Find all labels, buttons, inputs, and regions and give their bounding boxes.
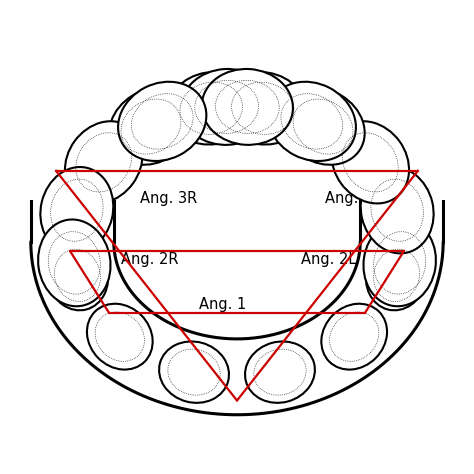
Text: Ang. 3L: Ang. 3L [325, 191, 380, 206]
Ellipse shape [219, 72, 306, 145]
Ellipse shape [366, 240, 427, 310]
Ellipse shape [168, 72, 255, 145]
Ellipse shape [361, 167, 434, 254]
Polygon shape [31, 201, 443, 415]
Text: Ang. 2L: Ang. 2L [301, 252, 356, 267]
Text: Ang. 3R: Ang. 3R [140, 191, 197, 206]
Ellipse shape [181, 69, 272, 145]
Ellipse shape [268, 82, 356, 161]
Ellipse shape [47, 240, 108, 310]
Text: Ang. 2R: Ang. 2R [121, 252, 178, 267]
Ellipse shape [109, 88, 192, 165]
Ellipse shape [65, 121, 143, 203]
Ellipse shape [364, 219, 436, 306]
Ellipse shape [159, 341, 229, 403]
Ellipse shape [245, 341, 315, 403]
Ellipse shape [38, 219, 110, 306]
Ellipse shape [202, 69, 293, 145]
Ellipse shape [282, 88, 365, 165]
Text: Ang. 1: Ang. 1 [199, 297, 246, 312]
Ellipse shape [87, 304, 153, 370]
Ellipse shape [321, 304, 387, 370]
Ellipse shape [40, 167, 113, 254]
Ellipse shape [331, 121, 409, 203]
Ellipse shape [118, 82, 206, 161]
